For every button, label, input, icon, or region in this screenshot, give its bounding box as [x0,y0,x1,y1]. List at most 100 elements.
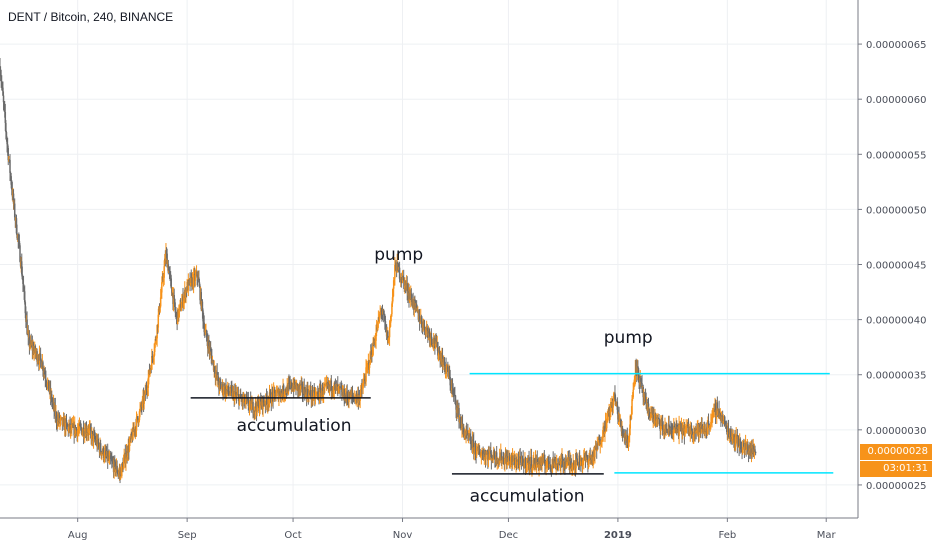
candle-body [312,390,315,398]
candle-body [674,427,676,430]
candle-body [111,460,114,462]
candle-body [228,391,230,393]
candle-body [601,437,604,441]
candle-body [51,394,53,403]
x-tick-label: 2019 [604,530,632,541]
x-tick-label: Aug [68,530,88,541]
candle-body [628,428,631,436]
candle-body [667,424,670,433]
candle-body [707,421,710,425]
candle-body [423,320,426,329]
candle-body [704,432,706,434]
candle-body [658,418,660,420]
candle-body [517,459,520,463]
candle-body [447,366,449,372]
candle-body [418,316,421,323]
annotation-label: accumulation [470,486,585,506]
candle-body [259,399,262,402]
candle-body [68,426,70,432]
candle-body [375,332,377,341]
candle-body [596,443,599,451]
candle-body [556,463,559,465]
candle-body [167,264,170,273]
candle-body [188,279,190,281]
candle-body [319,387,321,389]
candle-body [138,420,140,423]
candle-body [248,403,251,408]
candle-body [565,460,567,468]
candle-body [628,435,630,440]
y-tick-label: 0.00000050 [866,205,926,216]
candle-body [45,378,47,383]
candle-body [202,321,205,323]
candle-body [577,461,579,466]
candle-body [82,427,85,437]
candle-body [201,301,204,311]
candle-body [65,420,67,431]
candle-body [467,430,469,436]
candle-body [442,362,444,367]
candle-body [110,459,112,461]
candle-body [421,321,423,328]
x-tick-label: Nov [393,530,413,541]
candle-body [571,465,574,468]
candle-body [6,139,8,145]
candle-body [419,322,421,324]
candle-body [481,452,484,454]
candle-body [103,451,106,459]
candle-body [534,465,536,469]
annotation-label: pump [604,328,653,348]
candle-body [690,425,693,435]
candle-body [54,405,57,417]
candle-body [689,427,692,435]
candle-body [482,453,484,458]
candle-body [311,390,314,400]
candle-body [41,367,43,369]
candle-body [315,393,318,395]
candle-body [129,437,131,443]
chart-title: DENT / Bitcoin, 240, BINANCE [8,10,174,24]
candle-body [506,456,509,466]
candle-body [249,399,251,404]
candle-body [1,81,3,85]
candle-body [58,415,61,422]
candle-body [722,421,724,424]
candle-body [210,350,213,356]
candle-body [170,278,172,289]
candle-body [726,425,728,432]
candle-body [169,271,171,275]
candle-body [27,332,29,337]
candle-body [692,435,694,437]
candle-body [405,285,407,287]
candle-body [630,414,633,420]
candle-body [178,305,181,310]
candle-body [136,416,139,420]
candle-body [174,299,176,308]
candle-body [105,450,107,455]
candle-body [334,385,337,387]
candle-body [528,462,531,469]
candle-body [205,330,208,338]
candle-body [337,384,339,388]
candle-body [438,351,441,354]
candle-body [219,381,221,383]
candle-body [123,456,125,462]
candle-body [290,382,293,390]
candle-body [349,392,352,400]
candle-body [711,414,713,421]
candle-body [211,355,213,363]
candle-body [586,456,589,461]
candle-body [32,347,35,354]
candle-body [301,383,303,385]
candle-body [694,429,697,434]
candle-body [146,390,148,392]
candle-body [493,450,496,458]
candle-body [510,456,512,462]
candle-body [616,401,619,410]
candle-body [566,458,569,465]
candle-body [78,428,80,430]
candle-body [633,384,635,390]
